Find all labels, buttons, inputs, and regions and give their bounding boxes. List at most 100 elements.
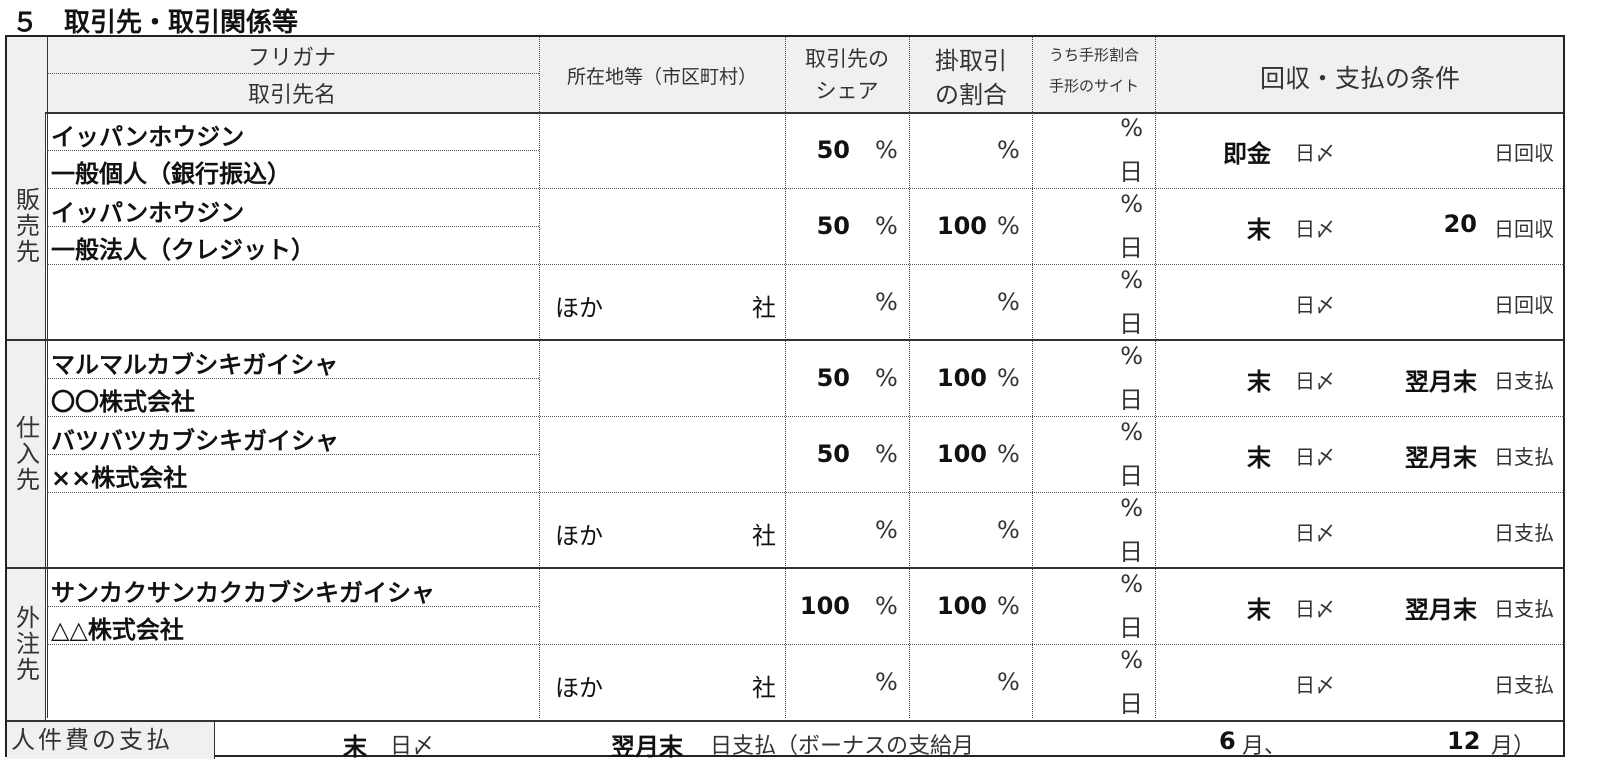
table-row: マルマルカブシキガイシャ 〇〇株式会社 50% 100%% 日 末日〆 翌月末 日支払 [7,340,1563,416]
header-credit-1: 掛取引 [935,47,1007,75]
credit-percent: % [997,136,1020,164]
furigana: サンカクサンカクカブシキガイシャ [51,579,435,607]
business-partners-table: フリガナ 取引先名 所在地等（市区町村） 取引先の シェア 掛取引 の割合 うち… [5,35,1565,761]
share-percent: % [875,592,898,620]
term-unit: 日回収 [1494,217,1554,241]
cutoff-unit: 日〆 [1295,597,1335,621]
bill-day: 日 [1119,690,1143,718]
header-furigana: フリガナ [247,46,336,71]
table-row: サンカクサンカクカブシキガイシャ △△株式会社 100% 100%% 日 末日〆 翌月末 日支… [7,568,1563,644]
bill-day: 日 [1119,614,1143,642]
partner-name: 一般個人（銀行振込） [51,160,291,188]
other-label: ほか [555,522,603,550]
credit-value: 100 [936,592,987,620]
payroll-cutoff-unit: 日〆 [390,734,435,759]
credit-percent: % [997,516,1020,544]
share-percent: % [875,136,898,164]
credit-percent: % [997,212,1020,240]
credit-value: 100 [936,212,987,240]
partner-name: 〇〇株式会社 [51,388,195,416]
bill-percent: % [1120,114,1143,142]
payroll-label: 人件費の支払 [7,722,215,759]
share-value: 50 [816,364,850,392]
header-bill-1: うち手形割合 [1048,46,1139,64]
payroll-due-unit: 日支払（ボーナスの支給月 [710,734,975,759]
bill-percent: % [1120,570,1143,598]
partner-name: ××株式会社 [51,464,188,492]
bonus-month-2-unit: 月） [1491,734,1536,759]
cutoff-unit: 日〆 [1295,445,1335,469]
header-name: 取引先名 [247,83,336,108]
bonus-month-1-unit: 月、 [1242,734,1287,759]
category-label: 販売先 [7,112,46,340]
furigana: イッパンホウジン [51,123,245,151]
table-row: イッパンホウジン 一般個人（銀行振込） 50%%% 日 即金 日〆 日回収 [7,112,1563,188]
partner-name: 一般法人（クレジット） [51,236,315,264]
due-value: 翌月末 [1405,596,1477,624]
due-value: 翌月末 [1405,368,1477,396]
table-row: イッパンホウジン 一般法人（クレジット） 50% 100%% 日 末日〆 20 日回収 [7,188,1565,264]
bonus-month-2: 12 [1447,727,1481,755]
credit-percent: % [997,364,1020,392]
cutoff-value: 末 [1247,444,1271,472]
header-credit-2: の割合 [935,81,1007,109]
other-label: ほか [555,294,603,322]
credit-percent: % [997,288,1020,316]
cutoff-unit: 日〆 [1295,217,1335,241]
bill-percent: % [1120,342,1143,370]
table-row: ほか 社%%% 日 日〆 日支払 [7,492,1565,568]
cutoff-unit: 日〆 [1295,141,1335,165]
company-unit: 社 [752,674,776,702]
cutoff-unit: 日〆 [1295,369,1335,393]
company-unit: 社 [752,294,776,322]
bonus-month-1: 6 [1219,727,1236,755]
term-unit: 日支払 [1494,521,1554,545]
credit-percent: % [997,592,1020,620]
header-share-1: 取引先の [805,47,889,71]
term-unit: 日支払 [1494,445,1554,469]
share-percent: % [875,288,898,316]
bill-day: 日 [1119,538,1143,566]
furigana: イッパンホウジン [51,199,245,227]
payroll-due: 翌月末 [611,733,683,761]
credit-percent: % [997,440,1020,468]
bill-percent: % [1120,266,1143,294]
company-unit: 社 [752,522,776,550]
cutoff-unit: 日〆 [1295,521,1335,545]
furigana: バツバツカブシキガイシャ [51,427,339,455]
share-percent: % [875,516,898,544]
section-title: ５ 取引先・取引関係等 [12,8,299,38]
header-bill-2: 手形のサイト [1048,77,1139,95]
bill-day: 日 [1119,158,1143,186]
share-percent: % [875,440,898,468]
share-percent: % [875,668,898,696]
bill-day: 日 [1119,462,1143,490]
partner-name: △△株式会社 [51,616,184,644]
cutoff-value: 即金 [1223,140,1271,168]
due-value: 20 [1443,210,1477,238]
cutoff-value: 末 [1247,368,1271,396]
payroll-cutoff: 末 [343,733,367,761]
term-unit: 日支払 [1494,597,1554,621]
other-label: ほか [555,674,603,702]
table-row: バツバツカブシキガイシャ ××株式会社 50% 100%% 日 末日〆 翌月末 日支払 [7,416,1565,492]
header-share-2: シェア [815,79,879,103]
header-terms: 回収・支払の条件 [1259,64,1460,93]
bill-percent: % [1120,494,1143,522]
share-percent: % [875,364,898,392]
furigana: マルマルカブシキガイシャ [51,351,339,379]
category-label: 外注先 [7,568,46,720]
share-percent: % [875,212,898,240]
bill-percent: % [1120,646,1143,674]
credit-percent: % [997,668,1020,696]
term-unit: 日支払 [1494,369,1554,393]
term-unit: 日回収 [1494,141,1554,165]
bill-day: 日 [1119,234,1143,262]
bill-percent: % [1120,418,1143,446]
bill-day: 日 [1119,310,1143,338]
table-row: ほか 社%%% 日 日〆 日支払 [7,644,1565,720]
credit-value: 100 [936,440,987,468]
term-unit: 日回収 [1494,293,1554,317]
payroll-row: 人件費の支払 末日〆 翌月末 日支払（ボーナスの支給月 6 月、 12 月） [7,720,1563,761]
category-label: 仕入先 [7,340,46,568]
